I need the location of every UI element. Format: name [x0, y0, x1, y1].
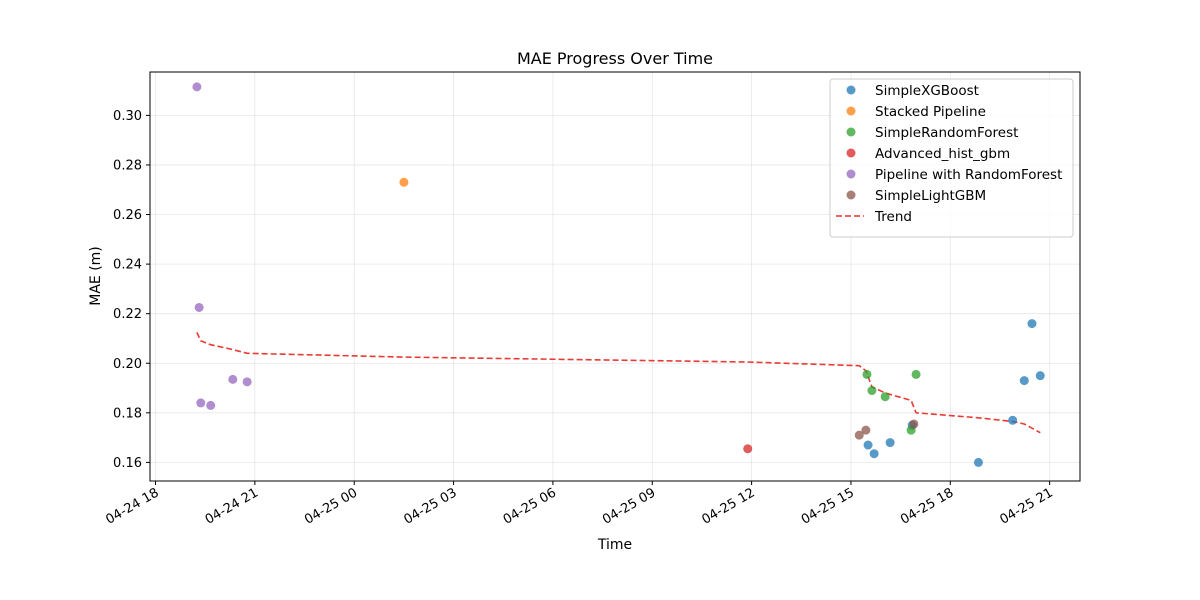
legend-label-simplelightgbm: SimpleLightGBM	[875, 188, 986, 204]
legend-marker-pipeline-with-randomforest	[846, 169, 856, 179]
y-tick-label: 0.28	[113, 158, 142, 173]
legend-label-simplexgboost: SimpleXGBoost	[875, 83, 979, 99]
point-pipeline-with-randomforest	[242, 377, 252, 387]
point-pipeline-with-randomforest	[196, 398, 206, 408]
point-simplexgboost	[1027, 319, 1037, 329]
legend-label-pipeline-with-randomforest: Pipeline with RandomForest	[875, 167, 1062, 183]
legend-label-simplerandomforest: SimpleRandomForest	[875, 125, 1018, 141]
legend-label-advanced-hist-gbm: Advanced_hist_gbm	[875, 146, 1010, 162]
point-pipeline-with-randomforest	[192, 82, 202, 92]
point-simplerandomforest	[862, 369, 872, 379]
legend: SimpleXGBoost Stacked Pipeline SimpleRando…	[829, 78, 1074, 238]
scatter-points	[192, 82, 1045, 467]
point-pipeline-with-randomforest	[228, 374, 238, 384]
point-simplelightgbm	[854, 430, 864, 440]
y-tick-label: 0.22	[113, 307, 142, 322]
point-simplerandomforest	[867, 386, 877, 396]
legend-marker-simplelightgbm	[846, 190, 856, 200]
y-tick-label: 0.24	[113, 258, 142, 273]
y-tick-label: 0.16	[113, 456, 142, 471]
point-simplexgboost	[869, 449, 879, 459]
point-simplexgboost	[863, 440, 873, 450]
legend-box	[829, 78, 1074, 238]
point-stacked-pipeline	[399, 177, 409, 187]
legend-marker-advanced-hist-gbm	[846, 148, 856, 158]
point-simplexgboost	[885, 438, 895, 448]
y-axis: 0.16 0.18 0.20 0.22 0.24 0.26 0.28 0.30	[113, 109, 150, 471]
legend-label-stacked-pipeline: Stacked Pipeline	[875, 104, 986, 120]
y-axis-label: MAE (m)	[88, 246, 104, 306]
point-pipeline-with-randomforest	[206, 400, 216, 410]
y-tick-label: 0.26	[113, 208, 142, 223]
point-simplexgboost	[1035, 371, 1045, 381]
legend-marker-simplexgboost	[846, 85, 856, 95]
point-advanced-hist-gbm	[743, 444, 753, 454]
chart-title: MAE Progress Over Time	[517, 49, 713, 68]
point-simplerandomforest	[911, 369, 921, 379]
point-simplerandomforest	[880, 392, 890, 402]
point-simplexgboost	[973, 457, 983, 467]
legend-marker-stacked-pipeline	[846, 106, 856, 116]
legend-label-trend: Trend	[874, 209, 912, 225]
y-tick-label: 0.30	[113, 109, 142, 124]
point-simplelightgbm	[861, 425, 871, 435]
point-simplexgboost	[1019, 376, 1029, 386]
y-tick-label: 0.18	[113, 406, 142, 421]
plot-frame	[149, 71, 1081, 482]
point-simplelightgbm	[909, 419, 919, 429]
legend-marker-simplerandomforest	[846, 127, 856, 137]
point-pipeline-with-randomforest	[194, 302, 204, 312]
y-tick-label: 0.20	[113, 357, 142, 372]
x-axis-label: Time	[597, 537, 632, 553]
point-simplexgboost	[1008, 415, 1018, 425]
